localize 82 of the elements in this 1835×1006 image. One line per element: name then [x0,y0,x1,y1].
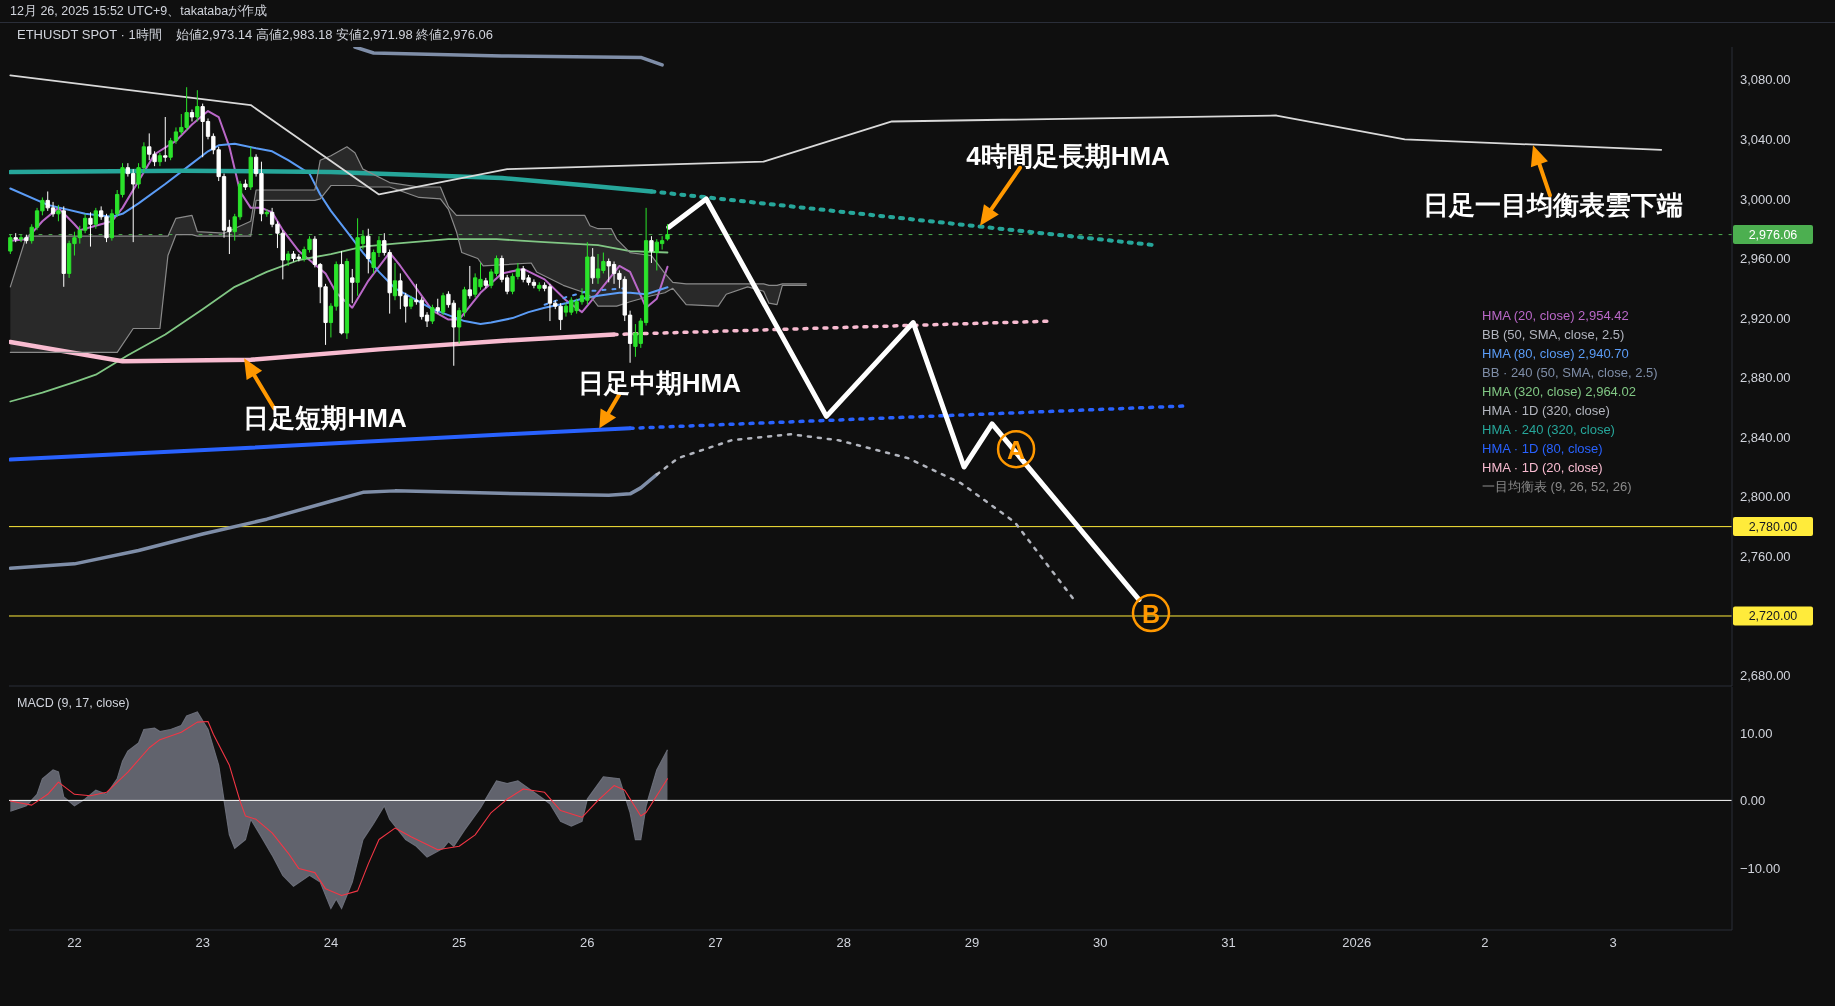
annotation: 日足一目均衡表雲下端 [1422,190,1683,221]
x-tick-label: 24 [323,935,339,951]
candlestick [430,304,435,325]
candlestick [56,204,61,222]
text: HMA · 1D (20, close) [1482,459,1603,475]
candlestick [195,89,200,122]
y-tick-label: 2,840.00 [1740,429,1791,445]
candlestick [264,208,269,218]
y-tick-label: 3,080.00 [1740,72,1791,88]
candlestick [344,258,350,340]
text: HMA (20, close) 2,954.42 [1482,307,1629,323]
line-series [9,472,659,571]
annotation: 日足短期HMA [243,403,407,434]
candlestick [13,232,18,243]
candlestick [440,292,446,316]
candlestick [366,228,371,274]
x-tick-label: 30 [1093,935,1108,951]
y-tick-label: 2,760.00 [1740,549,1791,565]
candlestick [93,207,98,230]
candlestick [350,268,355,304]
x-tick-label: 22 [67,935,82,951]
candlestick [157,152,163,167]
x-tick-label: 2026 [1342,935,1372,951]
candlestick [248,146,253,191]
candlestick [18,234,24,243]
y-tick-label: 2,880.00 [1740,370,1791,386]
x-tick-label: 26 [580,935,595,951]
y-tick-label: 2,920.00 [1740,310,1791,326]
candlestick [61,205,66,288]
text: HMA (80, close) 2,940.70 [1482,345,1629,361]
ref-line-label: 2,780.00 [1748,519,1798,534]
line-series [353,47,664,67]
candlestick [590,247,595,285]
candlestick [243,179,248,191]
text: HMA (320, close) 2,964.02 [1482,383,1636,399]
text: HMA · 1D (80, close) [1482,440,1603,456]
candlestick [665,223,670,242]
x-tick-label: 27 [708,935,723,951]
x-tick-label: 3 [1609,935,1617,951]
y-tick-label: 10.00 [1740,725,1773,741]
candlestick [189,109,195,122]
y-tick-label: 2,960.00 [1740,251,1791,267]
candlestick [392,262,398,301]
candlestick [24,234,29,245]
text: BB · 240 (50, SMA, close, 2.5) [1482,364,1658,380]
line-series [9,142,669,326]
text: HMA · 240 (320, close) [1482,421,1615,437]
y-tick-label: 2,800.00 [1740,489,1791,505]
candlestick [163,116,168,163]
candlestick [8,234,13,255]
y-tick-label: 3,000.00 [1740,191,1791,207]
text: MACD (9, 17, close) [17,696,130,710]
candlestick [435,298,440,315]
y-tick-label: −10.00 [1740,860,1781,876]
candlestick [88,211,93,248]
annotation: BB (50, SMA, close, 2.5) [1482,326,1625,342]
y-tick-label: 3,040.00 [1740,131,1791,147]
annotation: B [1141,600,1161,629]
text: 12月 26, 2025 15:52 UTC+9、takatabaが作成 [10,4,268,18]
candlestick [339,250,344,335]
annotation: 日足中期HMA [577,368,742,399]
x-tick-label: 29 [964,935,980,951]
candlestick [537,281,542,292]
ref-line-label: 2,976.06 [1748,227,1798,242]
candlestick [467,265,472,300]
annotation: 4時間足長期HMA [966,140,1171,171]
chart-title: ETHUSDT SPOT · 1時間 [17,27,162,42]
ref-line-label: 2,720.00 [1748,608,1798,623]
x-tick-label: 23 [195,935,210,951]
text: 一目均衡表 (9, 26, 52, 26) [1482,478,1632,494]
candlestick [649,235,654,264]
x-tick-label: 25 [451,935,467,951]
chart-subtitle: 始値2,973.14 高値2,983.18 安値2,971.98 終値2,976.06 [175,27,493,42]
annotation: HMA · 1D (320, close) [1482,402,1610,418]
x-tick-label: 2 [1481,935,1489,951]
y-tick-label: 2,680.00 [1740,668,1791,684]
candlestick [483,277,488,289]
candlestick [286,250,291,267]
x-tick-label: 28 [836,935,852,951]
y-tick-label: 0.00 [1740,793,1766,809]
candlestick [408,295,414,310]
x-tick-label: 31 [1221,935,1236,951]
